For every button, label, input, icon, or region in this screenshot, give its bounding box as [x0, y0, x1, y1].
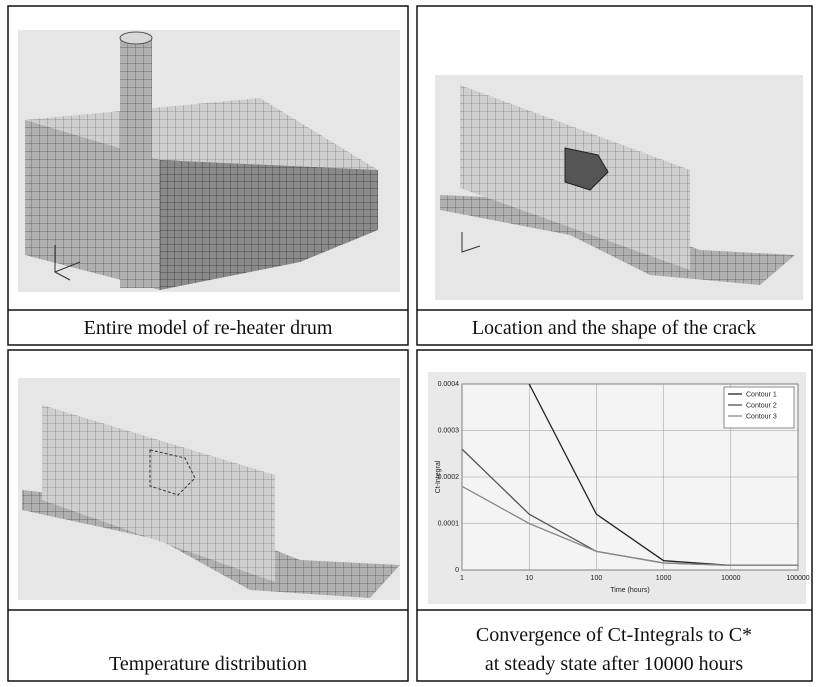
- caption: Temperature distribution: [109, 653, 307, 675]
- x-axis-label: Time (hours): [610, 587, 649, 594]
- crack-location-image: [435, 75, 803, 300]
- legend-label: Contour 1: [746, 392, 777, 399]
- caption: at steady state after 10000 hours: [485, 653, 743, 675]
- legend-label: Contour 3: [746, 414, 777, 421]
- drum-model-image: [18, 30, 400, 292]
- y-tick-label: 0: [455, 567, 459, 574]
- caption: Location and the shape of the crack: [472, 317, 756, 339]
- y-tick-label: 0.0001: [438, 521, 460, 528]
- x-tick-label: 10: [525, 575, 533, 582]
- x-tick-label: 100000: [786, 575, 809, 582]
- x-tick-label: 10000: [721, 575, 741, 582]
- figure: 00.00010.00020.00030.0004110100100010000…: [0, 0, 817, 687]
- caption: Convergence of Ct-Integrals to C*: [476, 624, 752, 646]
- y-tick-label: 0.0004: [438, 381, 460, 388]
- x-tick-label: 1: [460, 575, 464, 582]
- legend-label: Contour 2: [746, 403, 777, 410]
- x-tick-label: 100: [591, 575, 603, 582]
- caption: Entire model of re-heater drum: [84, 317, 333, 339]
- y-tick-label: 0.0003: [438, 428, 460, 435]
- x-tick-label: 1000: [656, 575, 672, 582]
- temperature-image: [18, 378, 400, 600]
- y-axis-label: Ct-Integral: [435, 460, 442, 493]
